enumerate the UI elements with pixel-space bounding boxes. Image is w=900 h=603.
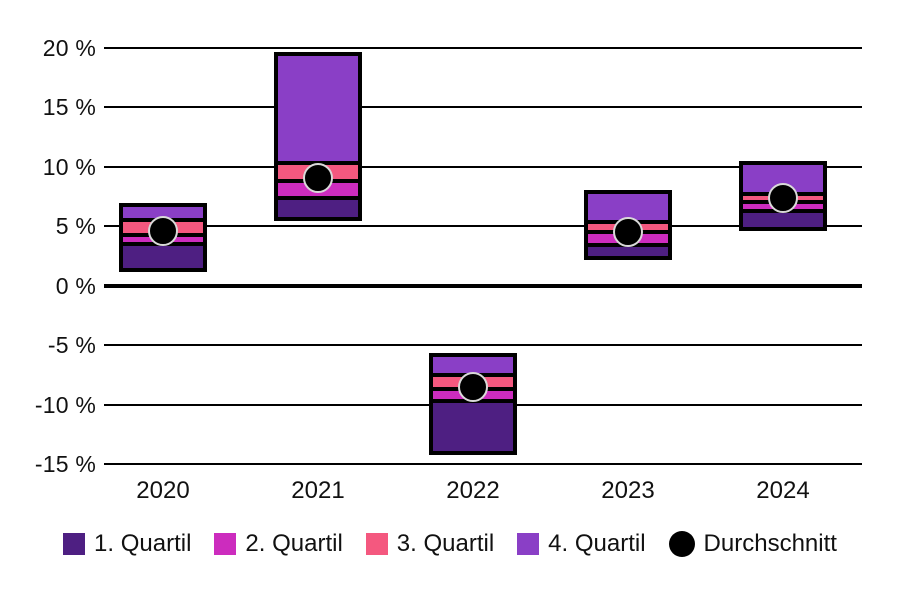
x-label-2022: 2022 <box>446 477 500 504</box>
legend-swatch-icon <box>214 533 237 555</box>
legend-label: 4. Quartil <box>548 530 646 557</box>
gridline <box>104 165 862 168</box>
x-label-2021: 2021 <box>291 477 345 504</box>
legend-label: 3. Quartil <box>396 530 495 557</box>
y-tick-label: 10 % <box>42 153 96 180</box>
quartile-box-2024 <box>739 161 827 231</box>
band-quartil-4 <box>433 356 513 373</box>
x-label-2023: 2023 <box>601 477 655 504</box>
gridline <box>104 462 862 465</box>
average-dot-2024 <box>768 182 798 213</box>
legend-label: Durchschnitt <box>703 530 837 557</box>
legend-swatch-icon <box>365 533 388 555</box>
legend-swatch-icon <box>517 533 540 555</box>
y-tick-label: -5 % <box>47 332 96 359</box>
legend: 1. Quartil 2. Quartil 3. Quartil 4. Quartil… <box>0 530 900 558</box>
legend-average-circle-icon <box>668 531 695 557</box>
x-label-2020: 2020 <box>136 477 190 504</box>
gridline <box>104 106 862 109</box>
quartile-box-2022 <box>429 352 517 456</box>
band-quartil-1 <box>278 199 358 218</box>
y-tick-label: 20 % <box>42 34 96 61</box>
band-quartil-4 <box>278 55 358 162</box>
band-quartil-1 <box>743 212 823 227</box>
legend-item-4: 4. Quartil <box>517 530 646 558</box>
legend-item-3: 3. Quartil <box>365 530 495 558</box>
y-tick-label: -10 % <box>34 391 96 418</box>
legend-label: 2. Quartil <box>245 530 343 557</box>
gridline <box>104 46 862 49</box>
legend-item-1: 1. Quartil <box>63 530 191 558</box>
band-quartil-1 <box>123 246 203 269</box>
legend-swatch-icon <box>63 533 86 555</box>
average-dot-2020 <box>148 216 178 247</box>
band-quartil-1 <box>433 402 513 452</box>
y-tick-label: 0 % <box>55 272 96 299</box>
y-tick-label: 15 % <box>42 94 96 121</box>
legend-item-2: 2. Quartil <box>214 530 343 558</box>
x-label-2024: 2024 <box>756 477 810 504</box>
average-dot-2021 <box>303 162 333 193</box>
legend-label: 1. Quartil <box>94 530 192 557</box>
band-quartil-4 <box>123 206 203 219</box>
zero-baseline <box>104 283 862 288</box>
quartile-box-2021 <box>274 51 362 222</box>
legend-item-5: Durchschnitt <box>668 530 837 558</box>
y-tick-label: -15 % <box>34 450 96 477</box>
gridline <box>104 225 862 228</box>
band-quartil-1 <box>588 247 668 257</box>
average-dot-2023 <box>613 217 643 248</box>
gridline <box>104 344 862 347</box>
average-dot-2022 <box>458 371 488 402</box>
y-tick-label: 5 % <box>55 213 96 240</box>
band-quartil-4 <box>588 193 668 220</box>
